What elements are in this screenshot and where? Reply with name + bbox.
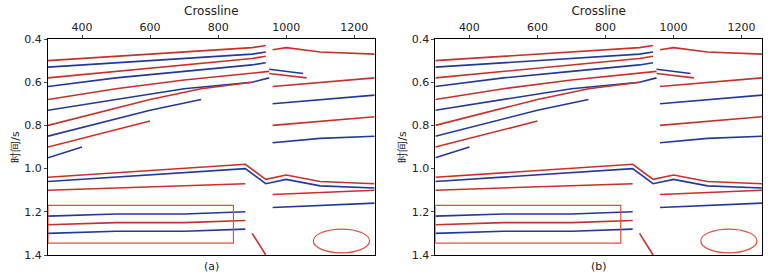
svg-text:0.4: 0.4: [24, 33, 42, 46]
svg-text:0.6: 0.6: [24, 76, 42, 89]
svg-text:Crossline: Crossline: [571, 4, 626, 18]
svg-text:1000: 1000: [660, 21, 688, 34]
svg-text:1200: 1200: [728, 21, 756, 34]
svg-text:600: 600: [527, 21, 548, 34]
svg-text:1.0: 1.0: [412, 162, 430, 175]
svg-text:800: 800: [595, 21, 616, 34]
svg-text:1.4: 1.4: [412, 249, 430, 262]
svg-text:800: 800: [208, 21, 229, 34]
svg-text:Crossline: Crossline: [184, 4, 239, 18]
svg-text:(b): (b): [591, 260, 607, 273]
svg-text:时间/s: 时间/s: [396, 131, 409, 163]
svg-text:1.0: 1.0: [24, 162, 42, 175]
svg-text:1.2: 1.2: [24, 206, 42, 219]
svg-text:0.4: 0.4: [412, 33, 430, 46]
svg-text:(a): (a): [204, 260, 219, 273]
svg-text:400: 400: [459, 21, 480, 34]
svg-text:1200: 1200: [340, 21, 368, 34]
svg-text:1.4: 1.4: [24, 249, 42, 262]
svg-text:0.6: 0.6: [412, 76, 430, 89]
svg-text:0.8: 0.8: [24, 119, 42, 132]
svg-text:400: 400: [72, 21, 93, 34]
svg-text:600: 600: [140, 21, 161, 34]
svg-text:1.2: 1.2: [412, 206, 430, 219]
svg-text:0.8: 0.8: [412, 119, 430, 132]
svg-text:1000: 1000: [272, 21, 300, 34]
svg-text:时间/s: 时间/s: [9, 131, 22, 163]
